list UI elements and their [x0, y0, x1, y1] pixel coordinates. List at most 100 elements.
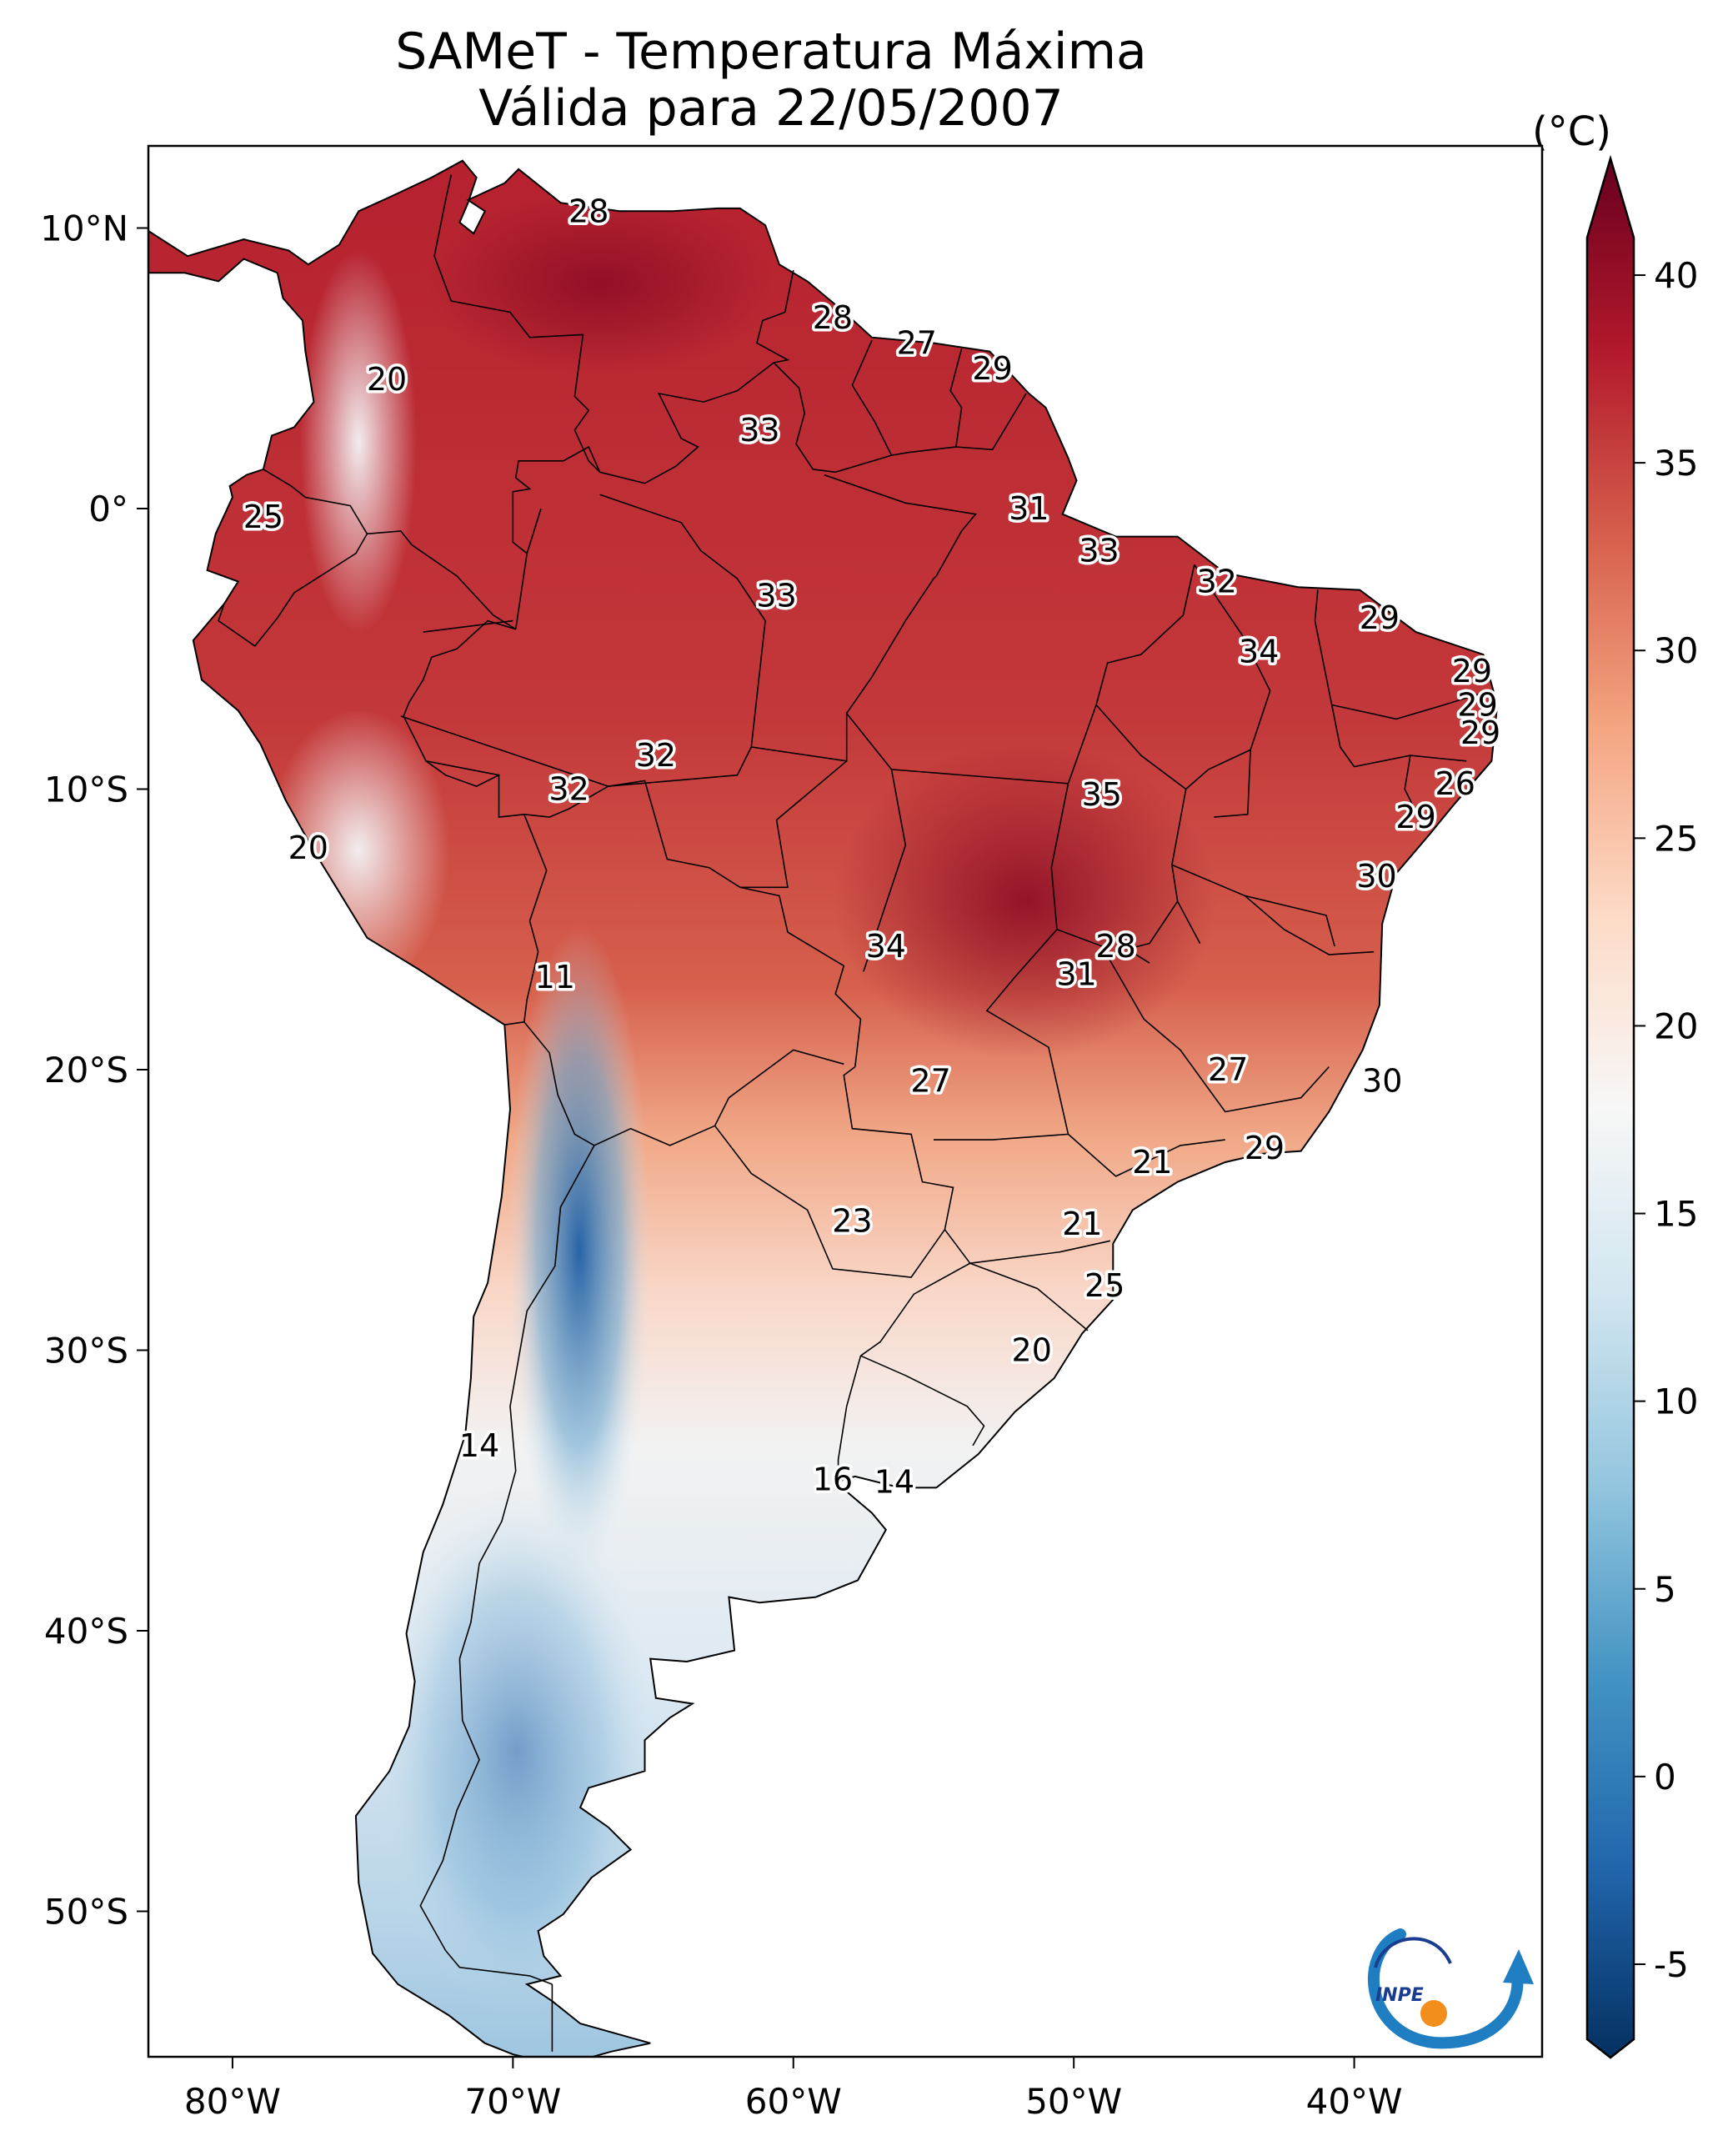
y-tick-label: 50°S [44, 1892, 128, 1933]
temperature-label: 29 [1245, 1130, 1285, 1166]
temperature-label: 29 [972, 350, 1012, 387]
border-line [523, 1021, 595, 1146]
temperature-label: 25 [243, 499, 283, 535]
temperature-label: 32 [548, 771, 589, 808]
andes-cold-band [508, 925, 650, 1576]
temperature-label: 11 [535, 959, 575, 995]
border-line [425, 760, 499, 776]
border-line [860, 1229, 971, 1356]
temperature-label: 32 [1197, 564, 1237, 600]
temperature-label: 14 [874, 1464, 914, 1501]
temperature-label: 26 [1435, 765, 1475, 802]
temperature-label: 14 [459, 1427, 499, 1464]
x-tick-label: 60°W [745, 2081, 842, 2122]
border-line [969, 1262, 1089, 1331]
border-line [1067, 564, 1195, 785]
border-line [969, 1240, 1111, 1264]
border-line [934, 783, 1069, 1141]
colorbar-tick-label: 10 [1654, 1381, 1698, 1422]
temperature-label: 25 [1084, 1267, 1124, 1304]
andes-north-band [300, 250, 417, 634]
border-line [773, 339, 893, 474]
border-line [504, 1021, 524, 1025]
border-line [1214, 750, 1251, 818]
colorbar-unit: (°C) [1532, 108, 1611, 155]
y-tick-label: 0° [88, 489, 128, 529]
y-tick-label: 10°S [44, 770, 128, 810]
temperature-label: 20 [288, 830, 328, 866]
temperature-label: 34 [1239, 634, 1279, 670]
map-frame [147, 144, 1544, 2058]
hot-core-venezuela [425, 192, 775, 375]
temperature-label: 34 [866, 928, 906, 965]
y-tick-label: 30°S [44, 1331, 128, 1371]
y-tick-label: 10°N [40, 208, 128, 249]
y-axis: 10°N 0° 10°S 20°S 30°S 40°S 50°S [40, 208, 148, 1933]
colorbar: 40 35 30 25 20 15 10 5 0 -5 [1585, 154, 1698, 2059]
colorbar-tick-label: 30 [1654, 630, 1698, 671]
x-tick-label: 70°W [464, 2081, 561, 2122]
inpe-logo: INPE [1368, 1928, 1534, 2049]
temperature-label: 28 [813, 299, 853, 336]
temperature-label: 29 [1457, 687, 1497, 724]
logo-text: INPE [1375, 1985, 1424, 2006]
colorbar-tick-label: 5 [1654, 1569, 1676, 1610]
logo-orange-dot [1420, 2000, 1447, 2027]
temperature-label: 21 [1132, 1144, 1172, 1181]
temperature-label: 32 [636, 737, 676, 774]
border-line [714, 1125, 946, 1278]
temperature-label: 33 [739, 412, 779, 449]
colorbar-tick-label: 25 [1654, 818, 1698, 859]
hot-core-central-brazil [834, 742, 1217, 1059]
border-line [1125, 900, 1179, 964]
temperature-label: 27 [897, 325, 937, 362]
border-line [599, 494, 766, 748]
border-line [1056, 929, 1330, 1113]
temperature-label: 33 [756, 577, 796, 614]
x-tick-label: 40°W [1306, 2081, 1403, 2122]
border-line [843, 1065, 954, 1230]
border-line [1095, 704, 1201, 944]
border-line [1354, 755, 1467, 768]
colorbar-tick-label: 20 [1654, 1005, 1698, 1046]
coastline [148, 159, 1499, 2057]
temperature-label: 33 [1079, 533, 1119, 569]
border-line [218, 469, 368, 647]
colorbar-tick-label: 15 [1654, 1194, 1698, 1235]
temperature-label: 31 [1056, 956, 1096, 993]
temperature-label: 20 [1012, 1332, 1052, 1369]
border-line [523, 814, 548, 1022]
border-line [419, 1145, 595, 1985]
colorbar-tick-label: 40 [1654, 255, 1698, 296]
x-tick-label: 80°W [184, 2081, 281, 2122]
y-tick-label: 40°S [44, 1611, 128, 1652]
map-title: SAMeT - Temperatura Máxima [395, 23, 1147, 81]
border-line [526, 508, 542, 554]
colorbar-tick-label: 35 [1654, 443, 1698, 484]
y-tick-label: 20°S [44, 1050, 128, 1091]
border-line [433, 174, 601, 473]
temperature-label: 28 [1095, 928, 1135, 965]
temperature-label: 29 [1460, 714, 1500, 751]
border-line [860, 1355, 985, 1447]
border-line [1171, 864, 1375, 955]
country-borders [218, 174, 1490, 2052]
colorbar-scale [1585, 154, 1635, 2059]
border-line [1067, 1133, 1225, 1177]
temperature-label: 21 [1062, 1206, 1102, 1242]
border-line [837, 1355, 862, 1480]
border-line [512, 445, 601, 629]
temperature-label: 29 [1452, 653, 1492, 689]
temperature-label: 27 [910, 1063, 950, 1100]
temperature-label: 30 [1362, 1063, 1402, 1100]
border-line [1331, 689, 1490, 720]
border-line [367, 530, 517, 630]
x-axis: 80°W 70°W 60°W 50°W 40°W [184, 2057, 1403, 2122]
border-line [863, 769, 907, 972]
border-line [739, 760, 848, 889]
border-line [1185, 564, 1271, 790]
